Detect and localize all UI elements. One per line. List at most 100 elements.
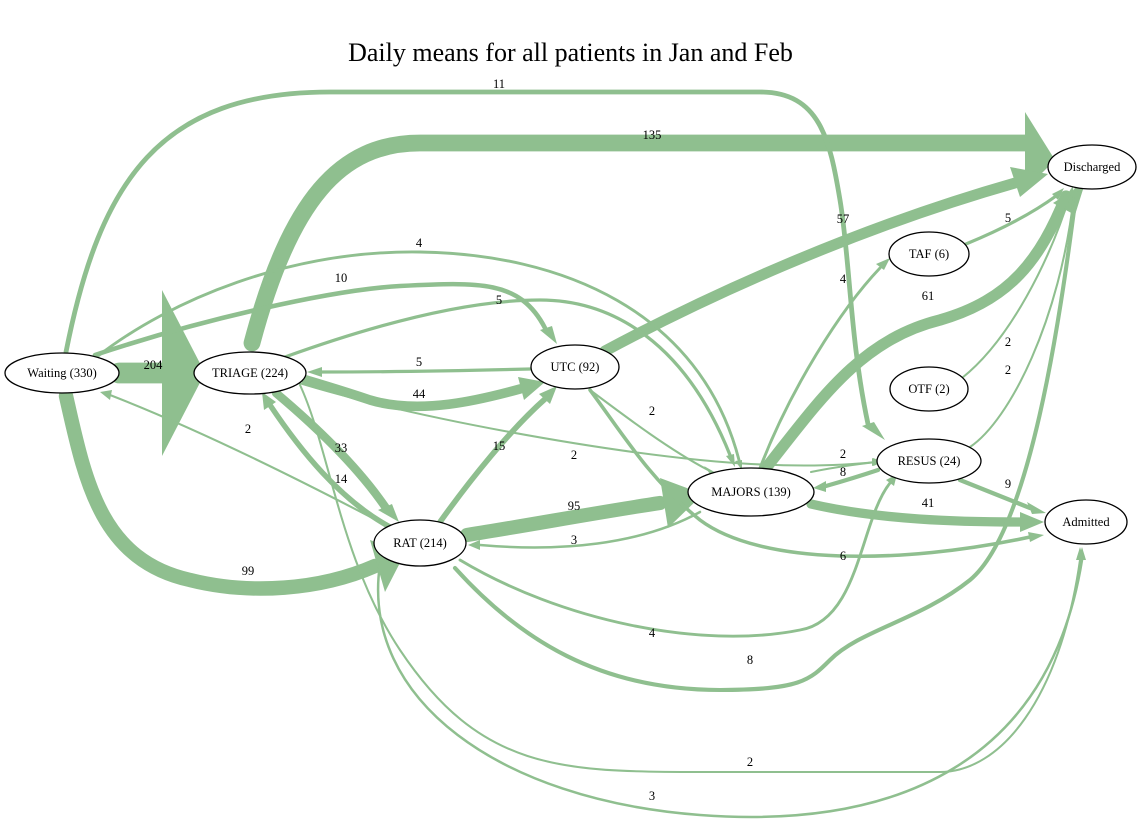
edge-arrowhead-triage-discharged: [1025, 112, 1055, 190]
edge-resus-majors: [813, 467, 881, 492]
edge-rat-triage: [262, 392, 393, 530]
edge-line-majors-taf: [758, 266, 882, 470]
node-discharged: Discharged: [1047, 144, 1137, 190]
edge-label-utc-discharged: 57: [837, 212, 850, 226]
node-shape-admitted: [1044, 499, 1128, 545]
edge-label-rat-utc: 15: [493, 439, 506, 453]
edge-label-triage-discharged: 135: [643, 128, 662, 142]
edge-arrowhead-triage-majors: [726, 454, 735, 467]
edge-line-waiting-majors: [96, 250, 741, 462]
edge-label-waiting-utc: 10: [335, 271, 348, 285]
edge-label-waiting-resus: 11: [493, 77, 505, 91]
edge-triage-admitted: [298, 383, 1084, 774]
node-shape-otf: [889, 366, 969, 412]
edge-line-rat-resus: [458, 481, 892, 638]
node-label-utc: UTC (92): [551, 360, 600, 374]
edge-utc-discharged: [599, 167, 1048, 357]
edge-label-waiting-triage: 204: [144, 358, 164, 372]
node-majors: MAJORS (139): [687, 467, 815, 517]
edge-arrowhead-triage-waiting: [100, 390, 112, 400]
edge-triage-waiting: [100, 390, 382, 524]
edge-line-rat-utc: [437, 396, 548, 525]
edge-label-majors-taf: 4: [840, 272, 847, 286]
edge-line-triage-utc: [301, 375, 525, 412]
edge-line-majors-admitted: [806, 499, 1025, 527]
node-shape-waiting: [4, 352, 120, 394]
edge-line-majors-discharged: [760, 190, 1072, 474]
edge-label-waiting-rat: 99: [242, 564, 255, 578]
node-resus: RESUS (24): [876, 438, 982, 484]
edge-arrowhead-utc-discharged: [1010, 167, 1048, 197]
edge-arrowhead-waiting-resus: [862, 422, 885, 440]
nodes-layer: Waiting (330) TRIAGE (224) UTC (92) RAT (21…: [4, 144, 1137, 567]
node-rat: RAT (214): [373, 519, 467, 567]
edge-label-rat-admitted: 3: [649, 789, 655, 803]
edge-line-triage-discharged: [243, 134, 1034, 352]
edge-arrowhead-waiting-utc: [540, 326, 557, 344]
edge-arrowhead-majors-rat: [468, 540, 480, 550]
edge-arrowhead-rat-utc: [539, 386, 557, 404]
edge-label-utc-majors: 2: [649, 404, 655, 418]
edge-label-resus-admitted: 9: [1005, 477, 1011, 491]
node-admitted: Admitted: [1044, 499, 1128, 545]
edge-line-utc-majors: [588, 388, 710, 472]
edge-taf-discharged: [964, 188, 1064, 246]
edge-triage-rat: [271, 388, 399, 522]
edge-waiting-resus: [63, 89, 885, 440]
edge-waiting-rat: [58, 388, 405, 596]
edge-label-triage-utc: 44: [413, 387, 426, 401]
edge-label-triage-waiting: 2: [245, 422, 251, 436]
edge-rat-utc: [437, 386, 557, 525]
edge-label-rat-triage: 14: [335, 472, 348, 486]
edge-majors-admitted: [806, 499, 1044, 532]
edge-label-majors-admitted: 41: [922, 496, 935, 510]
diagram-title: Daily means for all patients in Jan and …: [348, 38, 793, 67]
edge-arrowhead-triage-admitted: [1076, 547, 1084, 560]
edge-label-resus-majors: 8: [840, 465, 846, 479]
edge-arrowhead-taf-discharged: [1052, 188, 1064, 200]
edge-label-utc-admitted: 6: [840, 549, 846, 563]
edge-line-rat-discharged: [452, 192, 1079, 693]
node-label-majors: MAJORS (139): [711, 485, 791, 499]
edge-arrowhead-resus-discharged: [1070, 186, 1078, 196]
edge-triage-discharged: [243, 112, 1055, 352]
edge-line-otf-discharged: [960, 193, 1072, 380]
node-shape-discharged: [1047, 144, 1137, 190]
edge-line-triage-majors: [283, 298, 732, 457]
node-waiting: Waiting (330): [4, 352, 120, 394]
edge-majors-taf: [758, 258, 890, 470]
edge-arrowhead-triage-utc: [518, 377, 545, 400]
node-label-taf: TAF (6): [909, 247, 949, 261]
edge-line-resus-majors: [823, 467, 881, 489]
edge-arrowhead-rat-triage: [262, 392, 276, 410]
edge-utc-triage: [307, 367, 532, 377]
node-label-rat: RAT (214): [393, 536, 447, 550]
edge-utc-admitted: [588, 388, 1044, 558]
node-triage: TRIAGE (224): [193, 351, 307, 395]
edge-resus-discharged: [968, 186, 1078, 449]
edge-label-utc-triage: 5: [416, 355, 422, 369]
node-shape-resus: [876, 438, 982, 484]
edge-line-rat-majors: [459, 495, 668, 543]
edge-line-waiting-resus: [63, 89, 871, 427]
edge-label-rat-majors: 95: [568, 499, 581, 513]
edge-line-waiting-rat: [58, 388, 383, 596]
edge-rat-admitted: [377, 547, 1086, 819]
edge-label-majors-resus: 2: [840, 447, 846, 461]
edge-label-triage-rat: 33: [335, 441, 348, 455]
edge-line-rat-admitted: [377, 558, 1084, 819]
edge-line-triage-waiting: [108, 393, 382, 524]
node-shape-utc: [530, 344, 620, 390]
node-label-discharged: Discharged: [1064, 160, 1121, 174]
node-label-otf: OTF (2): [908, 382, 949, 396]
edge-triage-majors: [283, 298, 735, 467]
node-shape-rat: [373, 519, 467, 567]
edge-triage-utc: [301, 375, 545, 412]
edge-line-utc-triage: [320, 367, 532, 374]
edge-label-resus-discharged: 2: [1005, 363, 1011, 377]
edge-line-waiting-utc: [92, 281, 548, 358]
edge-line-triage-admitted: [298, 383, 1082, 774]
edge-resus-admitted: [957, 477, 1046, 514]
edge-line-taf-discharged: [964, 194, 1058, 246]
